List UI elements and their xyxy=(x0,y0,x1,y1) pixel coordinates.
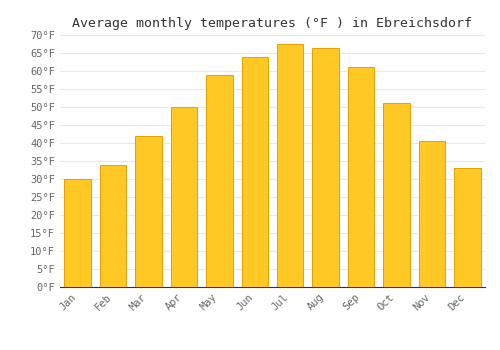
Bar xyxy=(348,68,374,287)
Bar xyxy=(383,103,409,287)
Bar xyxy=(242,57,268,287)
Bar xyxy=(312,48,339,287)
Bar xyxy=(100,164,126,287)
Bar xyxy=(170,107,197,287)
Title: Average monthly temperatures (°F ) in Ebreichsdorf: Average monthly temperatures (°F ) in Eb… xyxy=(72,17,472,30)
Bar xyxy=(454,168,480,287)
Bar xyxy=(418,141,445,287)
Bar xyxy=(64,179,91,287)
Bar xyxy=(277,44,303,287)
Bar xyxy=(136,136,162,287)
Bar xyxy=(206,75,233,287)
